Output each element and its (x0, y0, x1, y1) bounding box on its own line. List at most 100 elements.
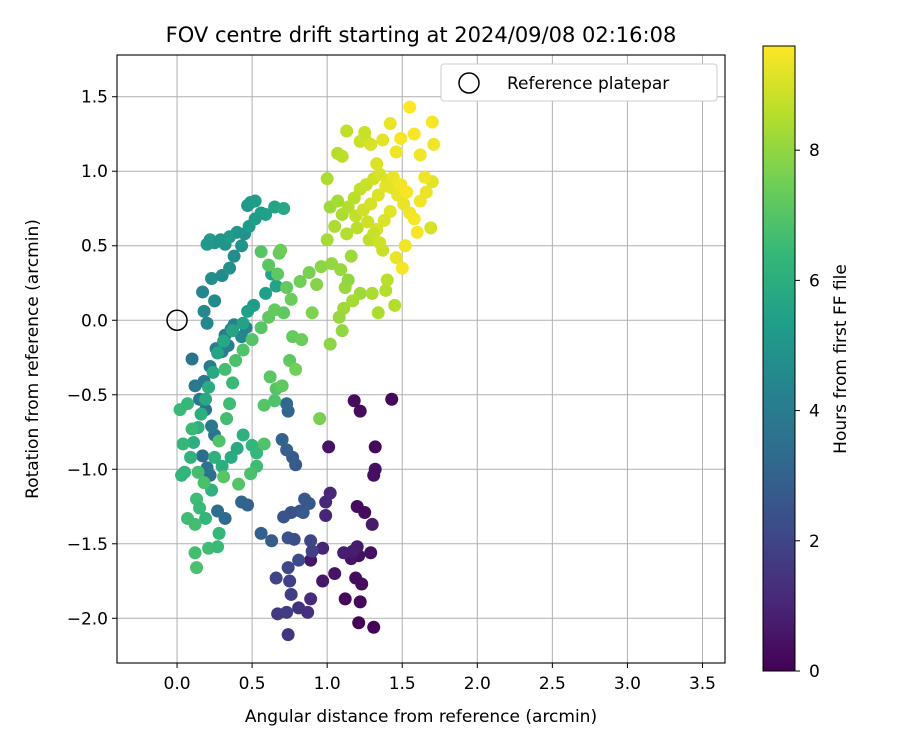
scatter-point (320, 172, 334, 186)
legend-box (440, 63, 718, 102)
x-tick-label: 1.0 (314, 674, 341, 694)
scatter-point (230, 441, 244, 455)
scatter-point (335, 149, 349, 163)
scatter-point (262, 258, 276, 272)
scatter-point (323, 337, 337, 351)
scatter-point (292, 553, 306, 567)
legend-marker (458, 72, 480, 94)
scatter-point (226, 376, 240, 390)
scatter-point (364, 197, 378, 211)
scatter-point (394, 131, 408, 145)
scatter-point (187, 435, 201, 449)
scatter-point (257, 398, 271, 412)
scatter-point (292, 601, 306, 615)
scatter-point (376, 133, 390, 147)
scatter-point (338, 592, 352, 606)
scatter-point (323, 486, 337, 500)
scatter-point (250, 446, 264, 460)
scatter-point (280, 605, 294, 619)
scatter-point (316, 541, 330, 555)
x-axis-ticks: 0.0 0.5 1.0 1.5 2.0 2.5 3.0 3.5 (164, 663, 716, 694)
scatter-point (202, 380, 216, 394)
scatter-point (367, 620, 381, 634)
scatter-point (389, 145, 403, 159)
y-tick-label: 0.5 (81, 237, 108, 257)
scatter-point (337, 546, 351, 560)
scatter-point (212, 526, 226, 540)
scatter-point (334, 263, 348, 277)
scatter-point (205, 272, 219, 286)
scatter-point (223, 397, 237, 411)
scatter-point (271, 267, 285, 281)
scatter-point (380, 273, 394, 287)
scatter-point (332, 310, 346, 324)
scatter-point (281, 561, 295, 575)
scatter-point (280, 443, 294, 457)
colorbar-ticks: 0 2 4 6 8 (795, 141, 820, 682)
scatter-point (304, 534, 318, 548)
scatter-point (254, 245, 268, 259)
scatter-point (418, 170, 432, 184)
scatter-point (341, 273, 355, 287)
scatter-point (365, 517, 379, 531)
scatter-point (358, 125, 372, 139)
scatter-point (280, 280, 294, 294)
scatter-point (379, 179, 393, 193)
scatter-point (244, 467, 258, 481)
y-tick-label: −2.0 (67, 609, 108, 629)
scatter-point (407, 127, 421, 141)
x-axis-label: Angular distance from reference (arcmin) (245, 707, 597, 727)
scatter-point (175, 468, 189, 482)
scatter-point (181, 397, 195, 411)
colorbar-tick-label: 8 (809, 141, 820, 161)
scatter-point (340, 227, 354, 241)
x-tick-label: 0.5 (239, 674, 266, 694)
scatter-point (188, 546, 202, 560)
scatter-point (181, 511, 195, 525)
scatter-point (296, 505, 310, 519)
y-tick-label: −1.5 (67, 535, 108, 555)
scatter-point (281, 531, 295, 545)
scatter-point (353, 404, 367, 418)
x-tick-label: 2.5 (539, 674, 566, 694)
scatter-point (344, 249, 358, 263)
scatter-point (241, 304, 255, 318)
colorbar (762, 45, 796, 672)
scatter-point (284, 292, 298, 306)
scatter-point (305, 544, 319, 558)
scatter-point (206, 365, 220, 379)
scatter-point (196, 449, 210, 463)
scatter-point (293, 275, 307, 289)
scatter-point (335, 324, 349, 338)
scatter-point (313, 412, 327, 426)
scatter-point (314, 260, 328, 274)
scatter-point (370, 157, 384, 171)
scatter-point (379, 283, 393, 297)
scatter-point (229, 353, 243, 367)
scatter-point (410, 225, 424, 239)
plot-frame (116, 54, 726, 664)
scatter-point (211, 504, 225, 518)
scatter-point (377, 213, 391, 227)
scatter-point (184, 450, 198, 464)
scatter-point (353, 595, 367, 609)
y-tick-label: 1.5 (81, 88, 108, 108)
scatter-points (173, 100, 441, 642)
scatter-point (199, 511, 213, 525)
scatter-point (211, 540, 225, 554)
y-tick-label: 0.0 (81, 311, 108, 331)
scatter-point (197, 476, 211, 490)
scatter-point (395, 261, 409, 275)
scatter-point (281, 628, 295, 642)
scatter-point (352, 616, 366, 630)
scatter-point (205, 419, 219, 433)
grid-lines (117, 55, 725, 663)
scatter-point (191, 465, 205, 479)
scatter-point (190, 561, 204, 575)
scatter-point (254, 321, 268, 335)
scatter-point (223, 230, 237, 244)
legend-label: Reference platepar (507, 74, 669, 94)
scatter-point (289, 362, 303, 376)
scatter-point (305, 306, 319, 320)
